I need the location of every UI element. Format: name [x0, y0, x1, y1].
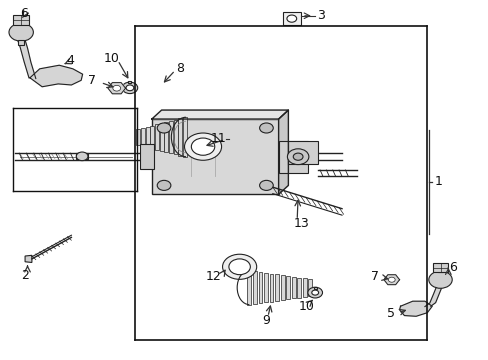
Circle shape [184, 133, 221, 160]
Circle shape [287, 149, 308, 165]
Circle shape [387, 277, 394, 282]
Circle shape [222, 254, 256, 279]
Text: 10: 10 [104, 51, 120, 64]
Polygon shape [399, 301, 431, 316]
Polygon shape [108, 82, 125, 94]
Circle shape [122, 82, 138, 94]
Circle shape [126, 85, 134, 91]
Bar [178, 118, 182, 156]
Bar [432, 263, 447, 272]
Text: 10: 10 [298, 300, 314, 313]
Bar [155, 124, 159, 150]
Bar [264, 273, 267, 302]
Circle shape [259, 180, 273, 190]
Polygon shape [424, 283, 443, 307]
Circle shape [259, 123, 273, 133]
Polygon shape [25, 255, 32, 262]
Text: 11: 11 [210, 132, 225, 145]
Text: 1: 1 [434, 175, 442, 188]
Circle shape [157, 180, 170, 190]
Bar [302, 278, 306, 297]
Text: 6: 6 [448, 261, 456, 274]
Bar [183, 117, 186, 157]
Text: 3: 3 [316, 9, 324, 22]
Circle shape [293, 153, 303, 160]
Circle shape [428, 271, 451, 288]
Bar [169, 121, 173, 153]
Bar [258, 272, 262, 303]
Bar [247, 271, 251, 305]
Circle shape [191, 138, 214, 155]
Circle shape [311, 290, 318, 295]
Bar [152, 119, 278, 194]
Bar [76, 153, 88, 159]
Circle shape [76, 152, 88, 161]
Polygon shape [152, 110, 288, 119]
Text: 8: 8 [176, 62, 184, 75]
Bar [140, 144, 154, 169]
Text: 5: 5 [386, 307, 394, 320]
Text: 6: 6 [20, 7, 28, 20]
Text: 2: 2 [21, 269, 29, 282]
Polygon shape [278, 110, 288, 194]
Polygon shape [383, 275, 399, 285]
Circle shape [157, 123, 170, 133]
Bar [278, 140, 307, 173]
Text: 12: 12 [205, 270, 221, 283]
Bar [141, 128, 144, 146]
Bar [291, 277, 295, 298]
Bar [136, 129, 140, 145]
Text: 7: 7 [88, 74, 96, 87]
Bar [313, 287, 316, 289]
Bar [18, 40, 24, 45]
Bar [173, 120, 177, 154]
Bar [283, 12, 300, 25]
Bar [308, 279, 312, 296]
Bar [297, 278, 301, 298]
Bar [275, 274, 279, 301]
Bar [280, 275, 284, 300]
Bar [252, 271, 256, 304]
Bar [288, 140, 317, 164]
Bar [269, 274, 273, 302]
Polygon shape [30, 65, 82, 87]
Bar [150, 126, 154, 148]
Circle shape [113, 85, 121, 91]
Circle shape [9, 23, 33, 41]
Text: 9: 9 [262, 314, 270, 327]
Polygon shape [15, 33, 36, 78]
Bar [159, 123, 163, 151]
Bar [285, 276, 289, 299]
Circle shape [228, 259, 250, 275]
Circle shape [307, 287, 322, 298]
Bar [164, 122, 168, 152]
Bar [437, 267, 443, 272]
Text: 7: 7 [370, 270, 378, 283]
Bar [145, 127, 149, 147]
Text: 4: 4 [66, 54, 74, 67]
Bar [13, 15, 29, 25]
Bar [128, 81, 131, 83]
Text: 13: 13 [293, 217, 308, 230]
Circle shape [286, 15, 296, 22]
